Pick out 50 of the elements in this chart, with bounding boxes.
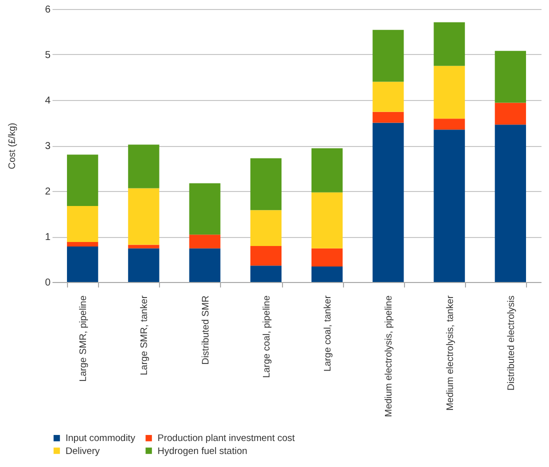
bar <box>494 124 526 282</box>
legend-label: Hydrogen fuel station <box>158 446 248 457</box>
bar <box>128 244 160 248</box>
x-tick-label: Medium electrolysis, pipeline <box>384 296 395 417</box>
legend-label: Production plant investment cost <box>158 433 296 444</box>
bar <box>250 246 282 266</box>
y-tick-label: 5 <box>44 50 51 61</box>
bar <box>494 102 526 125</box>
x-tick-label: Large SMR, pipeline <box>78 296 90 382</box>
bar <box>189 248 220 282</box>
x-tick-label: Large SMR, tanker <box>139 296 150 376</box>
legend-label: Input commodity <box>66 433 136 444</box>
bar <box>434 118 465 130</box>
bar <box>434 22 465 66</box>
x-tick-label: Large coal, tanker <box>322 296 334 372</box>
bar <box>434 66 465 119</box>
x-tick-label: Medium electrolysis, tanker <box>444 296 456 411</box>
x-tick-label: Distributed electrolysis <box>506 295 517 391</box>
bar <box>311 192 343 248</box>
bar <box>128 144 160 188</box>
bar <box>311 148 343 192</box>
bar <box>372 112 404 123</box>
bar <box>250 210 282 246</box>
bar <box>66 154 98 206</box>
bar <box>372 122 404 282</box>
bar <box>494 50 526 103</box>
y-tick-label: 1 <box>44 232 51 243</box>
bar <box>128 248 160 282</box>
bar <box>372 30 404 82</box>
y-axis-title: Cost (£/kg) <box>6 122 18 170</box>
bar <box>128 188 160 245</box>
bar <box>66 246 98 282</box>
bar <box>66 206 98 242</box>
bar <box>189 234 220 248</box>
legend-label: Delivery <box>66 446 100 457</box>
y-tick-label: 3 <box>44 141 51 152</box>
y-tick-label: 6 <box>44 4 51 16</box>
bar <box>372 82 404 112</box>
bar <box>250 158 282 210</box>
bar <box>311 248 343 267</box>
y-tick-label: 2 <box>44 186 51 198</box>
x-tick-label: Large coal, pipeline <box>261 296 272 378</box>
y-tick-label: 0 <box>44 278 51 288</box>
bar <box>66 242 98 247</box>
x-tick-label: Distributed SMR <box>200 295 212 365</box>
y-tick-label: 4 <box>44 96 51 106</box>
bar <box>434 130 465 282</box>
bar <box>189 183 220 235</box>
bar <box>311 266 343 282</box>
bar <box>250 266 282 282</box>
